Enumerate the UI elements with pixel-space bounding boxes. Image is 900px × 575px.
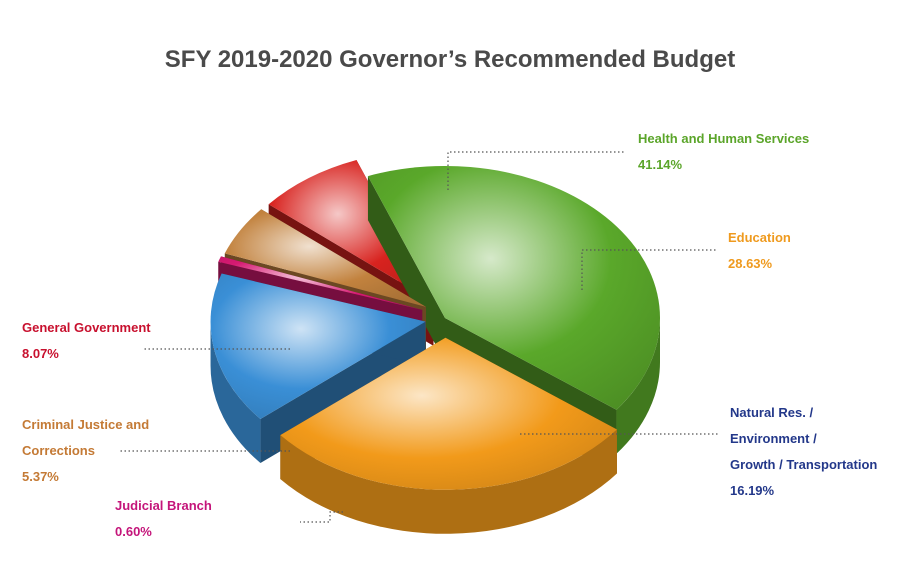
label-judicial-name: Judicial Branch <box>115 498 212 513</box>
leader-judicial-branch <box>300 511 343 523</box>
label-education-name: Education <box>728 230 791 245</box>
leader-health <box>447 151 625 190</box>
label-natres-line-2: Environment / <box>730 431 817 446</box>
label-natres-line-1: Natural Res. / <box>730 405 814 420</box>
label-natres-line-3: Growth / Transportation <box>730 457 878 472</box>
pie-slice-1 <box>280 337 617 534</box>
label-general-government: General Government 8.07% <box>22 315 151 367</box>
label-health-human-services: Health and Human Services 41.14% <box>638 126 809 178</box>
label-judicial-value: 0.60% <box>115 524 152 539</box>
label-criminal-line-1: Criminal Justice and <box>22 417 150 432</box>
leader-education <box>581 249 718 290</box>
label-natural-resources: Natural Res. / Environment / Growth / Tr… <box>730 400 877 504</box>
label-general-name: General Government <box>22 320 151 335</box>
label-criminal-justice: Criminal Justice and Corrections 5.37% <box>22 412 149 490</box>
label-health-value: 41.14% <box>638 157 683 172</box>
label-education-value: 28.63% <box>728 256 773 271</box>
label-education: Education 28.63% <box>728 225 791 277</box>
label-criminal-value: 5.37% <box>22 469 59 484</box>
label-general-value: 8.07% <box>22 346 59 361</box>
chart-title: SFY 2019-2020 Governor’s Recommended Bud… <box>164 46 736 73</box>
label-health-name: Health and Human Services <box>638 131 810 146</box>
label-judicial-branch: Judicial Branch 0.60% <box>115 493 212 545</box>
label-criminal-line-2: Corrections <box>22 443 95 458</box>
label-natres-value: 16.19% <box>730 483 775 498</box>
